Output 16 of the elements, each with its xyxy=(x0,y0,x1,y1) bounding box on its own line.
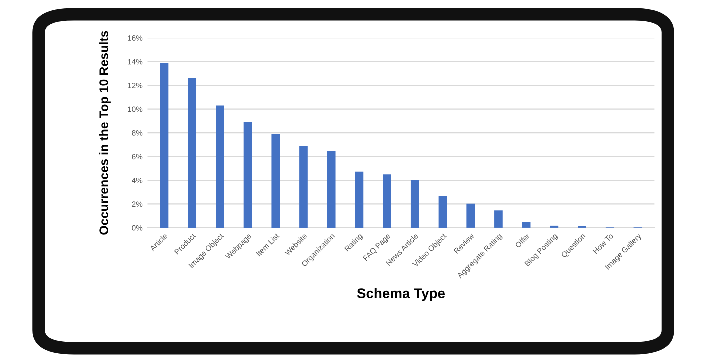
bar xyxy=(383,174,392,228)
bar xyxy=(410,180,420,228)
bar xyxy=(160,63,169,228)
bar xyxy=(522,222,531,228)
y-axis-title: Occurrences in the Top 10 Results xyxy=(99,31,111,235)
bar xyxy=(494,210,503,228)
bar xyxy=(327,151,336,228)
bar xyxy=(188,78,197,228)
bar xyxy=(244,122,252,228)
bar xyxy=(355,172,364,228)
bar xyxy=(438,196,448,228)
bar xyxy=(300,146,308,228)
bar xyxy=(272,134,280,228)
bar xyxy=(466,204,476,228)
x-axis-title: Schema Type xyxy=(357,288,446,302)
bar xyxy=(216,106,224,228)
